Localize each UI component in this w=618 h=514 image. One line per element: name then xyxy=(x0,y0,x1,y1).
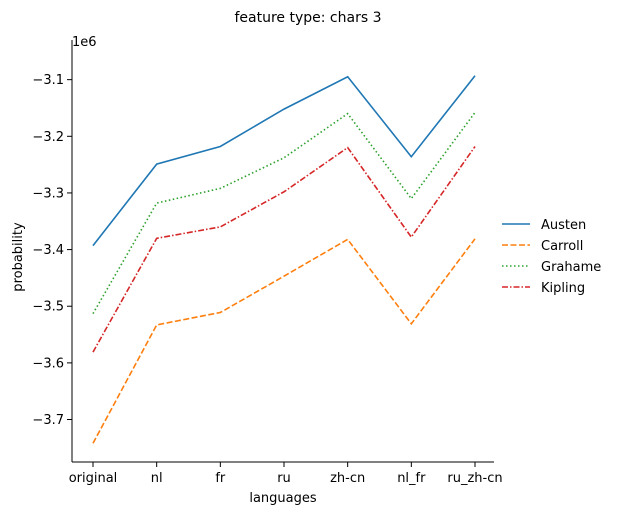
x-axis-label: languages xyxy=(249,491,317,506)
legend-label: Austen xyxy=(541,218,586,233)
y-tick-label: −3.1 xyxy=(32,73,64,88)
legend-label: Grahame xyxy=(541,260,601,275)
series-line-kipling xyxy=(92,146,476,353)
legend: Austen Carroll Grahame Kipling xyxy=(502,218,601,296)
y-tick-label: −3.2 xyxy=(32,130,64,145)
y-tick-label: −3.4 xyxy=(32,243,64,258)
y-tick-label: −3.7 xyxy=(32,413,64,428)
x-tick-label: ru_zh-cn xyxy=(447,471,502,486)
series-lines xyxy=(92,75,476,444)
chart-title: feature type: chars 3 xyxy=(235,10,382,26)
y-ticks: −3.7 −3.6 −3.5 −3.4 −3.3 −3.2 −3.1 xyxy=(32,73,72,428)
y-axis-label: probability xyxy=(11,222,26,292)
x-tick-label: ru xyxy=(277,471,291,486)
x-tick-label: original xyxy=(69,471,118,486)
axes xyxy=(71,40,494,463)
x-tick-label: fr xyxy=(215,471,226,486)
x-ticks: original nl fr ru zh-cn nl_fr ru_zh-cn xyxy=(69,462,503,486)
series-line-carroll xyxy=(92,238,476,444)
y-tick-label: −3.6 xyxy=(32,356,64,371)
series-line-austen xyxy=(92,75,476,247)
y-tick-label: −3.5 xyxy=(32,300,64,315)
y-offset-label: 1e6 xyxy=(72,35,97,50)
x-tick-label: nl_fr xyxy=(397,471,426,486)
x-tick-label: zh-cn xyxy=(330,471,365,486)
y-tick-label: −3.3 xyxy=(32,186,64,201)
legend-label: Carroll xyxy=(541,239,583,254)
series-line-grahame xyxy=(92,112,476,314)
legend-label: Kipling xyxy=(541,281,585,296)
x-tick-label: nl xyxy=(151,471,163,486)
